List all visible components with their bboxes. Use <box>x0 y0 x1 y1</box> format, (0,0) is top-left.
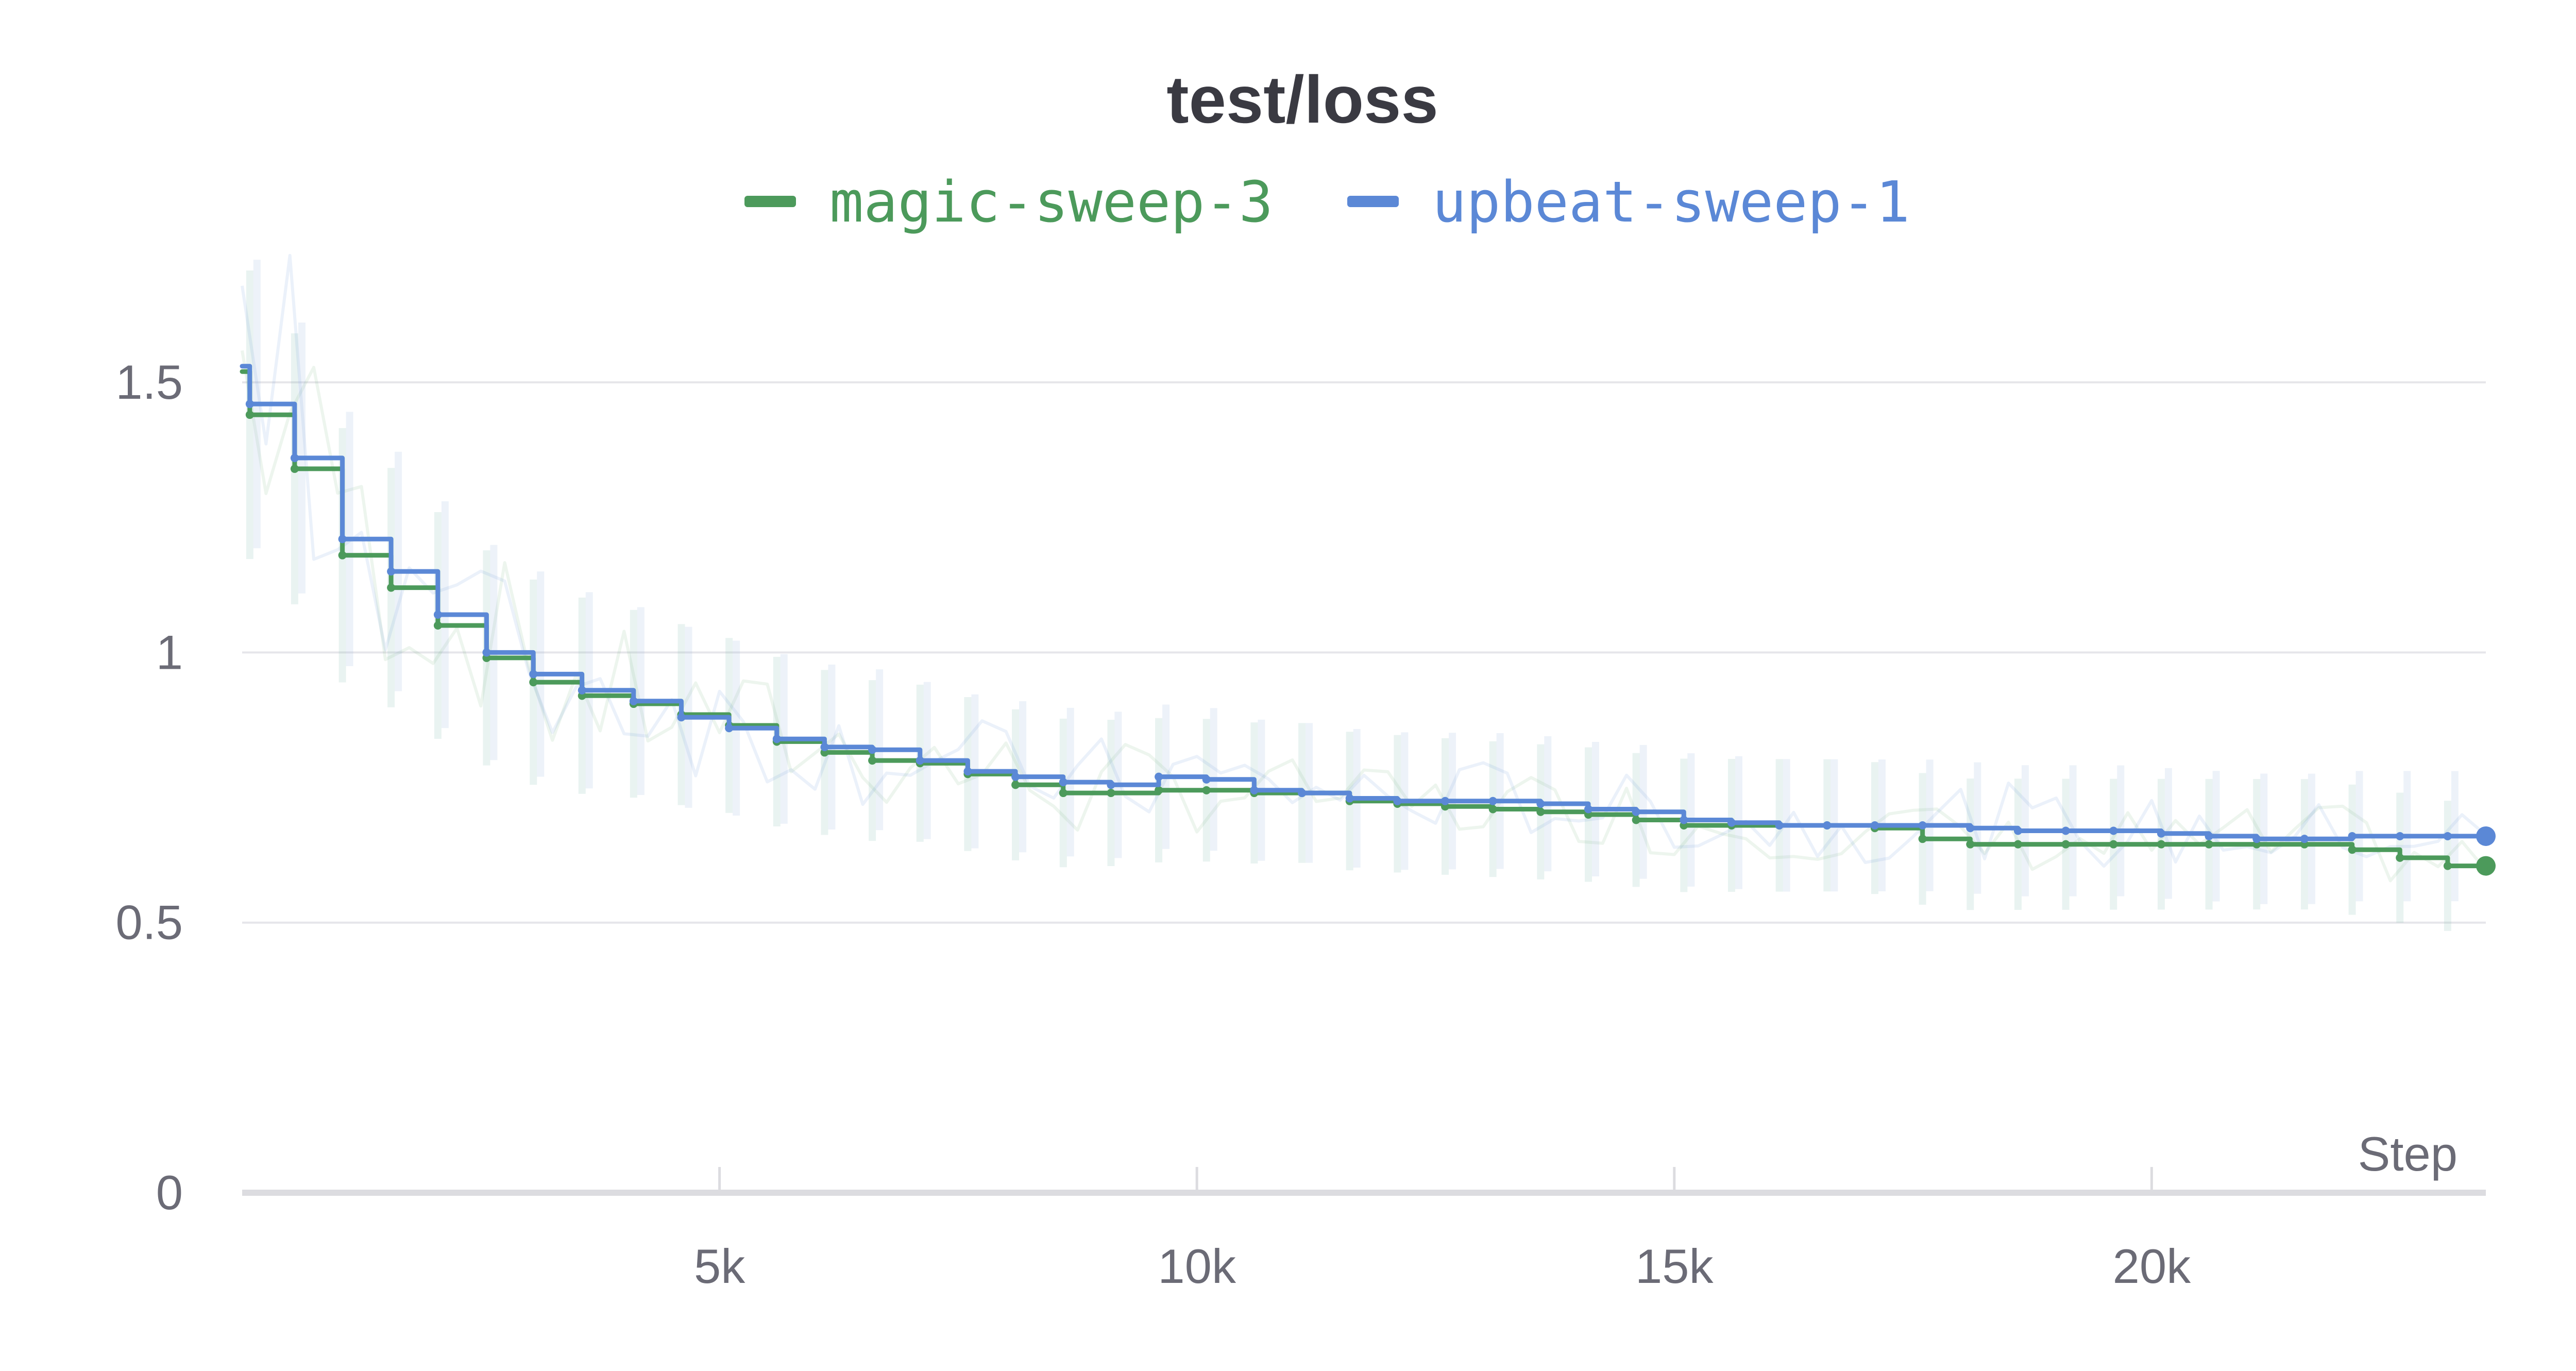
raw-trace <box>241 350 2487 883</box>
data-point <box>1536 807 1545 816</box>
data-point <box>245 411 254 419</box>
data-point <box>1059 778 1067 787</box>
data-point <box>772 735 781 743</box>
data-point <box>2348 832 2357 840</box>
data-point <box>1298 789 1307 798</box>
data-point <box>2157 829 2165 838</box>
data-point <box>868 746 877 754</box>
data-point <box>1823 821 1832 830</box>
data-point <box>1011 781 1020 789</box>
data-point <box>387 583 396 592</box>
data-point <box>2109 826 2118 835</box>
data-point <box>1059 789 1067 798</box>
data-point <box>2443 861 2452 870</box>
data-point <box>1011 772 1020 781</box>
axes: 0 0.5 1 1.5 5k 10k 15k 20k <box>115 355 2486 1293</box>
data-point <box>245 400 254 409</box>
data-point <box>2157 840 2165 849</box>
data-point <box>2396 853 2404 862</box>
data-point <box>529 670 538 679</box>
data-point <box>529 678 538 687</box>
data-point <box>1202 775 1211 784</box>
series-lines <box>240 364 2496 876</box>
y-tick-label: 1 <box>156 625 183 679</box>
data-point <box>578 686 586 695</box>
data-point <box>1727 818 1736 827</box>
data-point <box>1584 805 1592 814</box>
data-point <box>2205 832 2213 840</box>
data-point <box>1107 789 1115 798</box>
data-point <box>1107 781 1115 789</box>
legend-swatch <box>1347 196 1399 207</box>
data-point <box>725 724 734 733</box>
data-point <box>1918 821 1927 830</box>
data-point <box>2061 826 2070 835</box>
x-axis-label: Step <box>2358 1127 2458 1181</box>
data-point <box>1536 800 1545 808</box>
data-point <box>2443 832 2452 840</box>
y-tick-label: 0.5 <box>115 895 183 950</box>
legend-label: upbeat-sweep-1 <box>1432 169 1910 235</box>
series-end-marker <box>2476 856 2496 876</box>
data-point <box>1488 797 1497 805</box>
data-point <box>2396 832 2404 840</box>
x-tick-label: 20k <box>2113 1239 2192 1293</box>
data-point <box>1488 805 1497 814</box>
y-tick-label: 0 <box>156 1165 183 1220</box>
data-point <box>629 697 638 705</box>
grid <box>242 381 2486 924</box>
data-point <box>2348 845 2357 854</box>
data-point <box>868 756 877 765</box>
data-point <box>482 648 491 657</box>
data-point <box>1775 821 1784 830</box>
data-point <box>433 621 442 630</box>
data-point <box>1202 786 1211 794</box>
data-point <box>1345 794 1354 803</box>
data-point <box>2109 840 2118 849</box>
data-point <box>1632 807 1640 816</box>
series-end-marker <box>2476 826 2496 846</box>
legend-label: magic-sweep-3 <box>829 169 1273 235</box>
y-tick-label: 1.5 <box>115 355 183 409</box>
raw-trace <box>241 253 2487 868</box>
chart-title: test/loss <box>1166 62 1438 137</box>
data-point <box>2300 835 2309 843</box>
data-point <box>1441 797 1450 805</box>
data-point <box>338 551 347 560</box>
data-point <box>1250 786 1259 794</box>
data-point <box>820 742 829 751</box>
data-point <box>1393 797 1402 805</box>
legend: magic-sweep-3 upbeat-sweep-1 <box>744 169 1910 235</box>
data-point <box>1155 772 1163 781</box>
data-point <box>1966 824 1975 833</box>
legend-swatch <box>744 196 796 207</box>
data-point <box>290 464 299 473</box>
data-point <box>1918 835 1927 843</box>
x-tick-label: 5k <box>694 1239 745 1293</box>
data-point <box>1870 821 1879 830</box>
data-point <box>2013 826 2022 835</box>
x-tick-label: 10k <box>1158 1239 1236 1293</box>
data-point <box>963 767 972 776</box>
data-point <box>338 535 347 544</box>
x-tick-label: 15k <box>1635 1239 1714 1293</box>
data-point <box>1632 816 1640 824</box>
data-point <box>2205 840 2213 849</box>
data-point <box>1680 816 1688 824</box>
data-point <box>916 756 924 765</box>
data-point <box>2013 840 2022 849</box>
data-point <box>1966 840 1975 849</box>
data-point <box>290 453 299 462</box>
data-point <box>677 713 686 722</box>
data-point <box>2252 835 2261 843</box>
data-point <box>387 567 396 576</box>
data-point <box>433 611 442 619</box>
data-point <box>2061 840 2070 849</box>
data-point <box>1155 786 1163 794</box>
